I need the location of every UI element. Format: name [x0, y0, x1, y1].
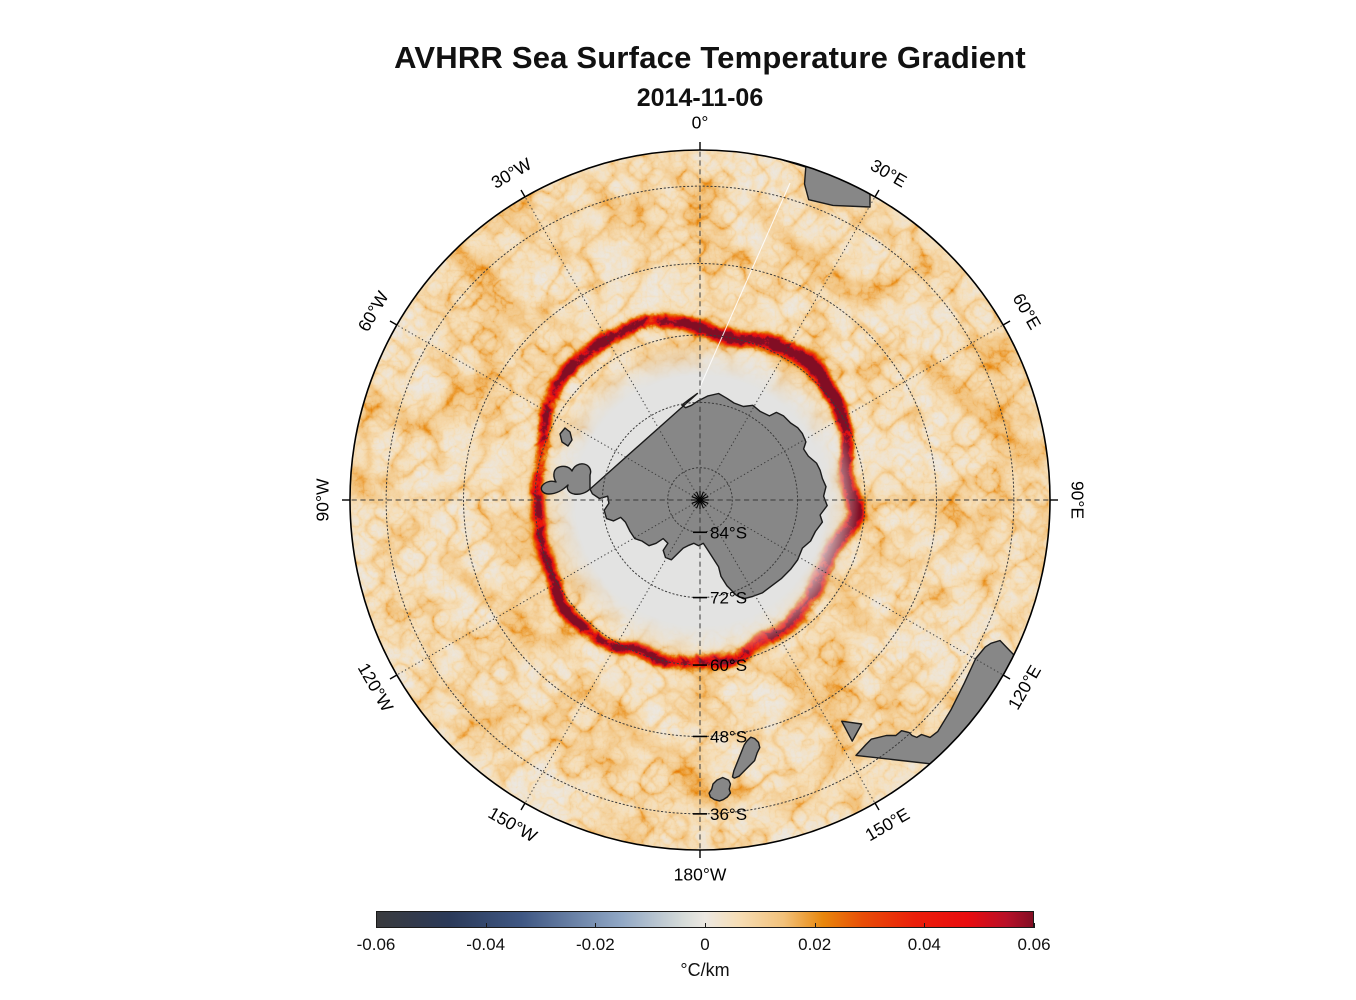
svg-text:48°S: 48°S	[710, 727, 747, 746]
svg-text:60°W: 60°W	[354, 287, 393, 335]
svg-text:90°W: 90°W	[313, 478, 333, 521]
svg-text:36°S: 36°S	[710, 805, 747, 824]
svg-text:120°W: 120°W	[354, 659, 398, 715]
svg-text:0°: 0°	[692, 113, 709, 133]
svg-text:90°E: 90°E	[1067, 481, 1087, 519]
svg-text:150°E: 150°E	[862, 804, 913, 845]
svg-text:120°E: 120°E	[1004, 662, 1045, 713]
svg-text:60°E: 60°E	[1009, 290, 1045, 333]
svg-text:84°S: 84°S	[710, 523, 747, 542]
svg-text:150°W: 150°W	[485, 803, 541, 847]
svg-text:72°S: 72°S	[710, 589, 747, 608]
svg-text:60°S: 60°S	[710, 656, 747, 675]
svg-text:30°E: 30°E	[867, 155, 910, 191]
svg-text:180°W: 180°W	[674, 865, 727, 885]
svg-text:30°W: 30°W	[488, 154, 536, 193]
